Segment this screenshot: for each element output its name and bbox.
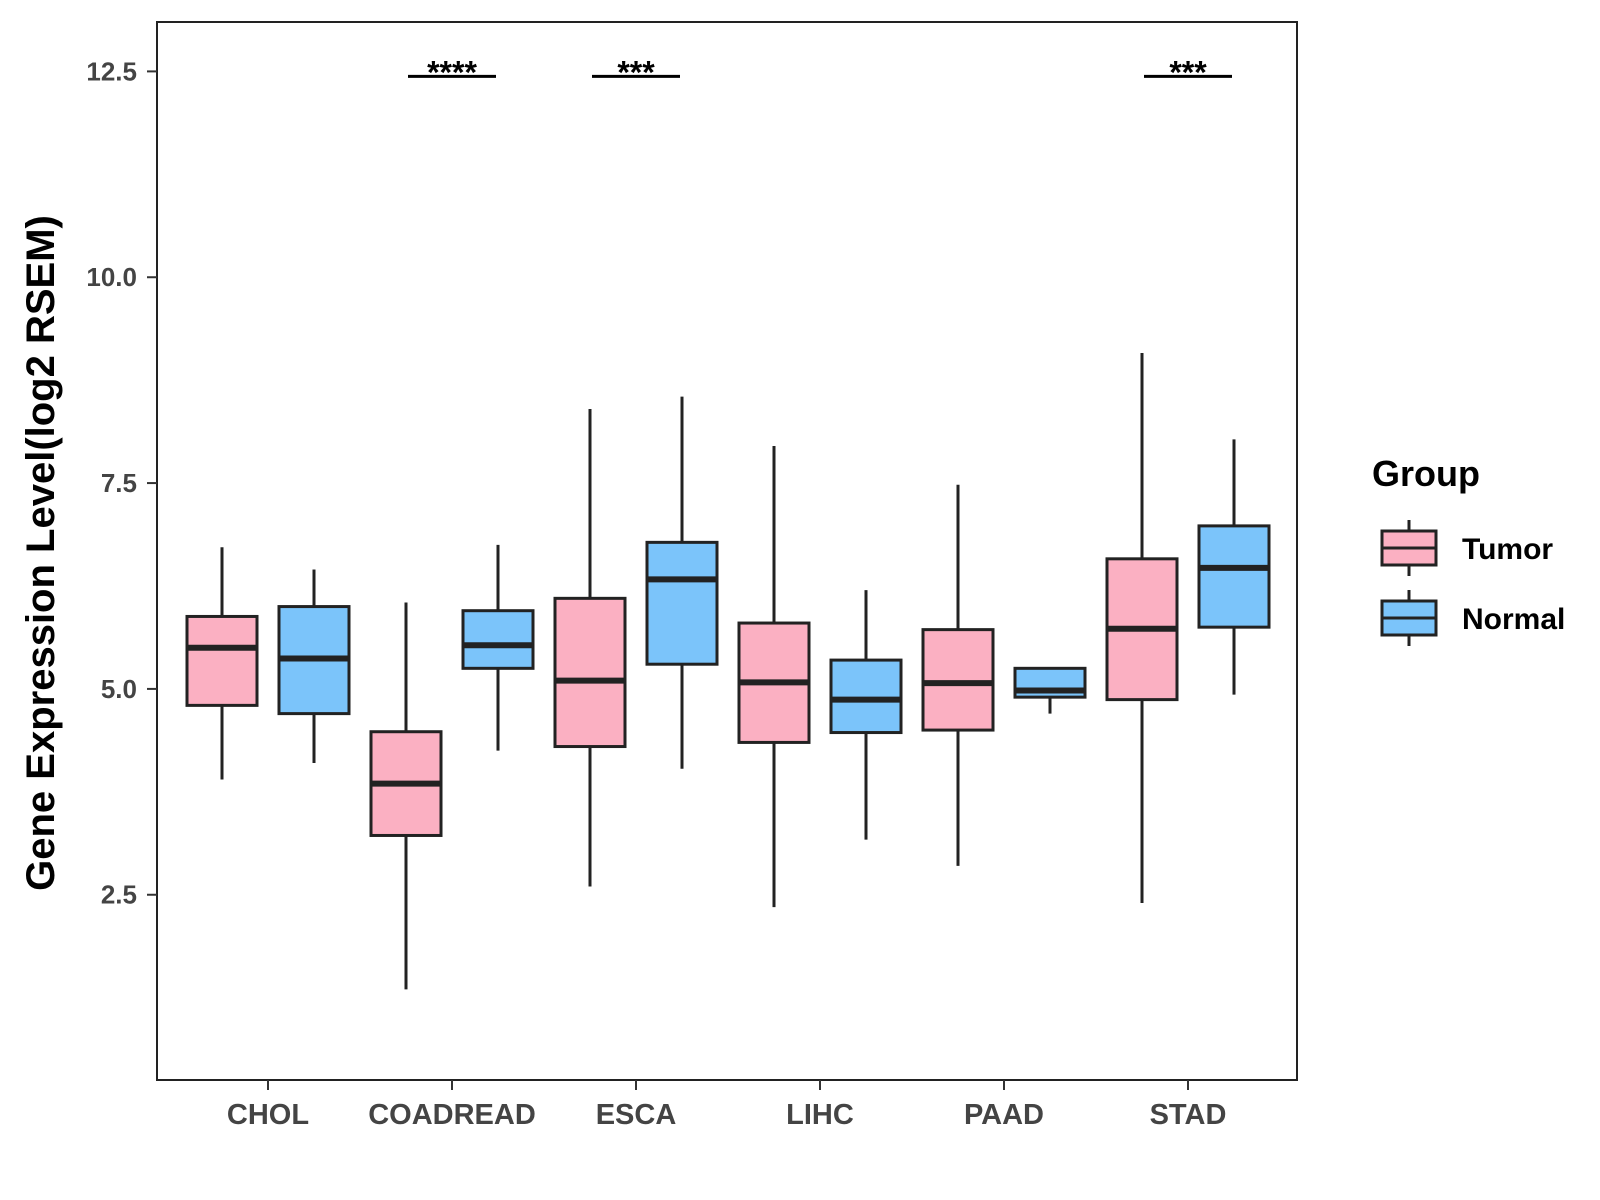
box-normal-coadread bbox=[461, 544, 535, 751]
significance-label: *** bbox=[1169, 54, 1207, 90]
y-tick-label: 2.5 bbox=[101, 880, 137, 910]
box-normal-paad bbox=[1013, 666, 1087, 714]
box-tumor-chol bbox=[185, 547, 259, 780]
box-series bbox=[185, 352, 1271, 990]
x-tick-label: PAAD bbox=[964, 1099, 1044, 1131]
box-tumor-paad bbox=[921, 484, 995, 866]
box-body bbox=[553, 596, 627, 749]
box-normal-chol bbox=[277, 569, 351, 764]
y-tick-label: 10.0 bbox=[86, 262, 137, 292]
box-normal-lihc bbox=[829, 590, 903, 840]
x-tick-label: LIHC bbox=[786, 1099, 854, 1131]
y-tick-label: 5.0 bbox=[101, 674, 137, 704]
y-axis: 2.5 5.0 7.5 10.0 12.5 bbox=[86, 56, 157, 910]
box-body bbox=[645, 540, 719, 666]
box-tumor-lihc bbox=[737, 446, 811, 908]
box-normal-esca bbox=[645, 396, 719, 769]
box-body bbox=[185, 614, 259, 707]
x-tick-label: COADREAD bbox=[368, 1099, 536, 1131]
box-body bbox=[461, 609, 535, 670]
y-axis-label: Gene Expression Level(log2 RSEM) bbox=[19, 215, 63, 891]
plot-panel bbox=[156, 21, 1298, 1081]
significance-label: *** bbox=[617, 54, 655, 90]
legend-title: Group bbox=[1372, 453, 1480, 494]
box-normal-stad bbox=[1197, 439, 1271, 695]
legend: Group Tumor Normal bbox=[1372, 453, 1565, 646]
legend-label-normal: Normal bbox=[1462, 603, 1565, 636]
x-tick-label: CHOL bbox=[227, 1099, 309, 1131]
legend-key-tumor bbox=[1380, 520, 1438, 576]
box-body bbox=[921, 628, 995, 732]
legend-key-normal bbox=[1380, 590, 1438, 646]
box-body bbox=[1197, 524, 1271, 629]
box-tumor-esca bbox=[553, 408, 627, 887]
box-tumor-coadread bbox=[369, 602, 443, 990]
x-tick-label: ESCA bbox=[596, 1099, 677, 1131]
y-tick-label: 12.5 bbox=[86, 56, 137, 86]
y-tick-label: 7.5 bbox=[101, 468, 137, 498]
x-axis: CHOL COADREAD ESCA LIHC PAAD STAD bbox=[227, 1080, 1226, 1131]
legend-label-tumor: Tumor bbox=[1462, 533, 1553, 566]
significance-annotations: **** *** *** bbox=[408, 54, 1232, 90]
box-tumor-stad bbox=[1105, 352, 1179, 903]
significance-label: **** bbox=[427, 54, 477, 90]
x-tick-label: STAD bbox=[1150, 1099, 1227, 1131]
box-body bbox=[829, 658, 903, 735]
